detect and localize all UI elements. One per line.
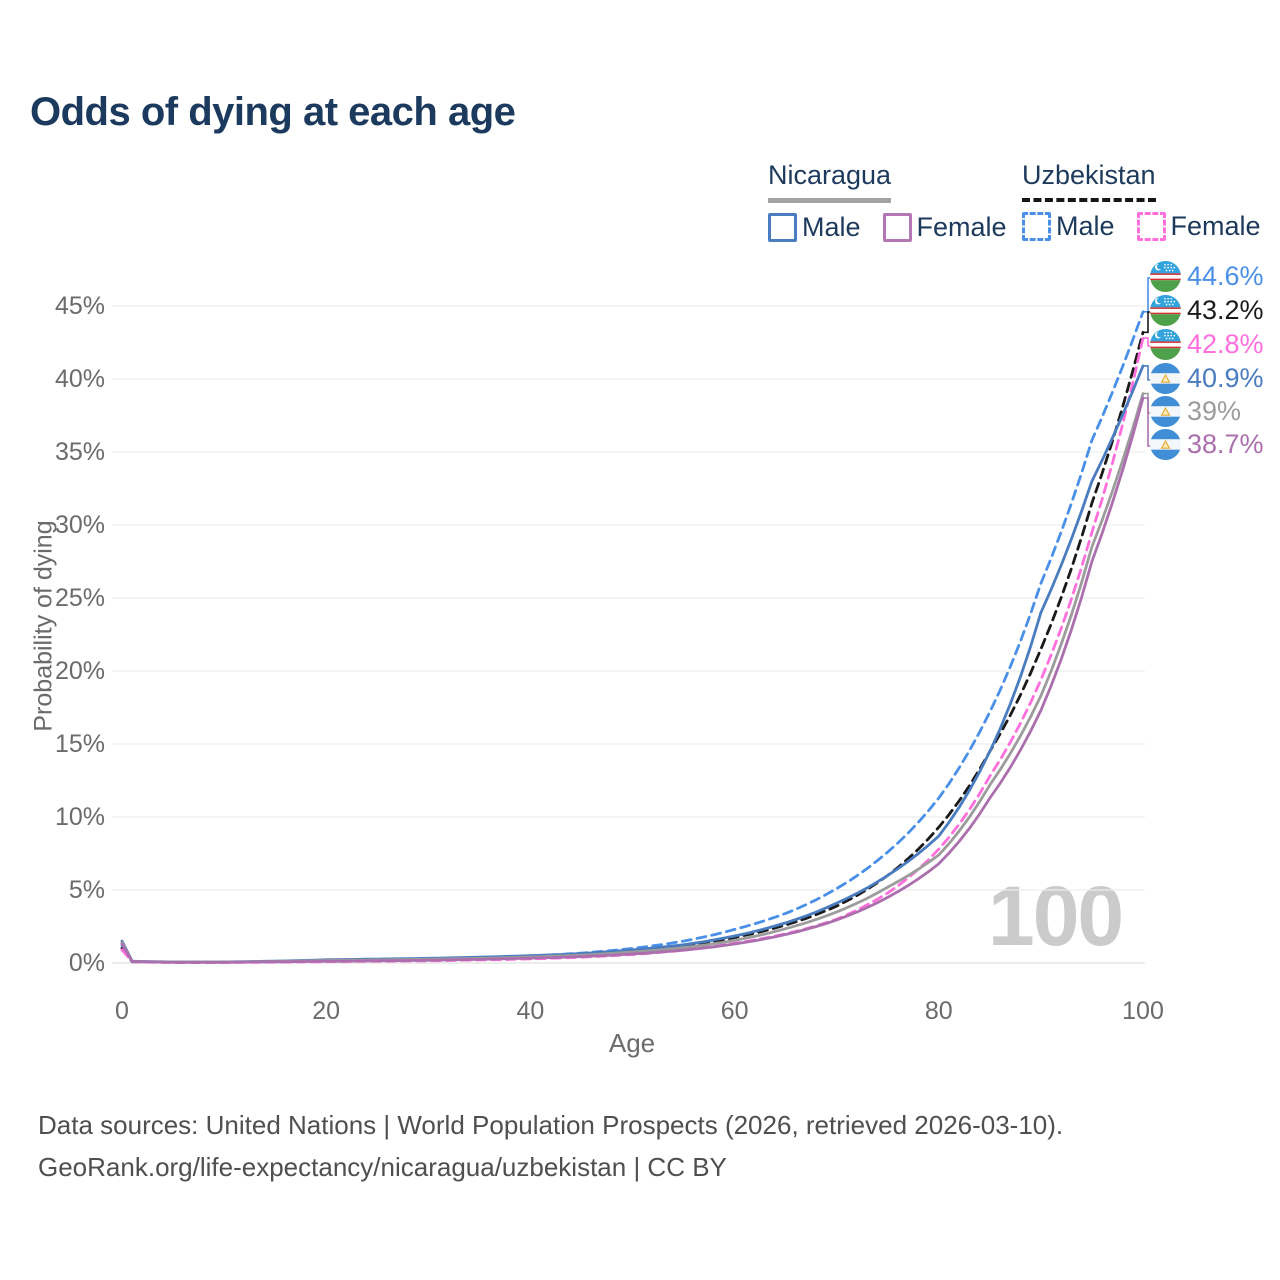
y-tick-label-45: 45% [54, 292, 105, 320]
legend-label-nicaragua-female: Female [916, 212, 1007, 242]
end-label-nicaragua-male: 40.9% [1150, 363, 1264, 394]
x-tick-label-80: 80 [924, 997, 953, 1025]
flag-icon-nicaragua [1150, 429, 1181, 460]
end-label-connector-uzbekistan-female [1143, 337, 1152, 347]
y-tick-label-5: 5% [68, 876, 105, 904]
end-label-value: 39% [1187, 396, 1242, 426]
legend-item-nicaragua-female[interactable]: Female [882, 212, 1007, 243]
legend-country-uzbekistan[interactable]: Uzbekistan [1022, 160, 1156, 202]
y-tick-label-40: 40% [54, 365, 105, 393]
end-label-value: 42.8% [1187, 329, 1264, 359]
flag-icon-uzbekistan [1150, 295, 1181, 326]
footer-attribution-link: GeoRank.org/life-expectancy/nicaragua/uz… [38, 1152, 727, 1182]
flag-icon-uzbekistan [1150, 329, 1181, 360]
x-tick-label-100: 100 [1122, 997, 1164, 1025]
flag-icon-nicaragua [1150, 396, 1181, 427]
y-tick-label-20: 20% [54, 657, 105, 685]
end-label-nicaragua-female: 38.7% [1150, 429, 1264, 460]
end-label-uzbekistan-male: 44.6% [1150, 261, 1264, 292]
series-line-uzbekistan-male[interactable] [120, 310, 1145, 964]
legend-swatch-nicaragua-female [882, 213, 912, 242]
page-title: Odds of dying at each age [30, 90, 516, 134]
end-label-connector-nicaragua-male [1143, 365, 1152, 381]
end-label-value: 40.9% [1187, 363, 1264, 393]
y-tick-label-15: 15% [54, 730, 105, 758]
end-label-uzbekistan-female: 42.8% [1150, 329, 1264, 360]
series-line-uzbekistan-both-sexes[interactable] [120, 330, 1145, 964]
end-label-uzbekistan-both-sexes: 43.2% [1150, 295, 1264, 326]
series-line-nicaragua-both-sexes[interactable] [120, 392, 1145, 964]
footer-data-sources: Data sources: United Nations | World Pop… [38, 1110, 1064, 1140]
series-line-uzbekistan-female[interactable] [120, 336, 1145, 964]
legend-group-uzbekistan: Uzbekistan Male Female [1022, 160, 1261, 242]
x-tick-label-0: 0 [115, 997, 129, 1025]
y-tick-label-35: 35% [54, 438, 105, 466]
end-label-connector-nicaragua-female [1143, 397, 1152, 447]
footer: Data sources: United Nations | World Pop… [38, 1104, 1063, 1188]
end-label-value: 43.2% [1187, 295, 1264, 325]
legend-swatch-uzbekistan-male [1022, 212, 1051, 241]
watermark-age-100: 100 [988, 869, 1124, 963]
x-axis-title: Age [608, 1028, 656, 1058]
y-tick-label-0: 0% [68, 949, 105, 977]
legend-label-nicaragua-male: Male [802, 212, 861, 242]
y-tick-label-10: 10% [54, 803, 105, 831]
legend-swatch-nicaragua-male [768, 213, 797, 242]
series-line-nicaragua-male[interactable] [120, 364, 1145, 964]
y-tick-label-25: 25% [54, 584, 105, 612]
legend-label-uzbekistan-female: Female [1170, 211, 1261, 241]
end-label-connector-uzbekistan-male [1143, 277, 1152, 313]
end-label-value: 44.6% [1187, 261, 1264, 291]
x-tick-label-40: 40 [516, 997, 545, 1025]
legend-label-uzbekistan-male: Male [1056, 211, 1115, 241]
legend-country-nicaragua[interactable]: Nicaragua [768, 160, 892, 203]
legend-group-nicaragua: Nicaragua Male Female [768, 160, 1007, 243]
series-line-nicaragua-female[interactable] [120, 396, 1145, 964]
legend-swatch-uzbekistan-female [1136, 212, 1166, 241]
flag-icon-uzbekistan [1150, 261, 1181, 292]
x-tick-label-20: 20 [312, 997, 341, 1025]
y-tick-label-30: 30% [54, 511, 105, 539]
end-label-nicaragua-both-sexes: 39% [1150, 396, 1241, 427]
x-tick-label-60: 60 [720, 997, 749, 1025]
end-label-connector-uzbekistan-both-sexes [1143, 311, 1152, 334]
legend-item-uzbekistan-female[interactable]: Female [1136, 211, 1261, 242]
legend-item-nicaragua-male[interactable]: Male [768, 212, 861, 243]
flag-icon-nicaragua [1150, 363, 1181, 394]
y-axis-title: Probability of dying [29, 520, 58, 732]
end-label-value: 38.7% [1187, 429, 1264, 459]
legend-item-uzbekistan-male[interactable]: Male [1022, 211, 1115, 242]
